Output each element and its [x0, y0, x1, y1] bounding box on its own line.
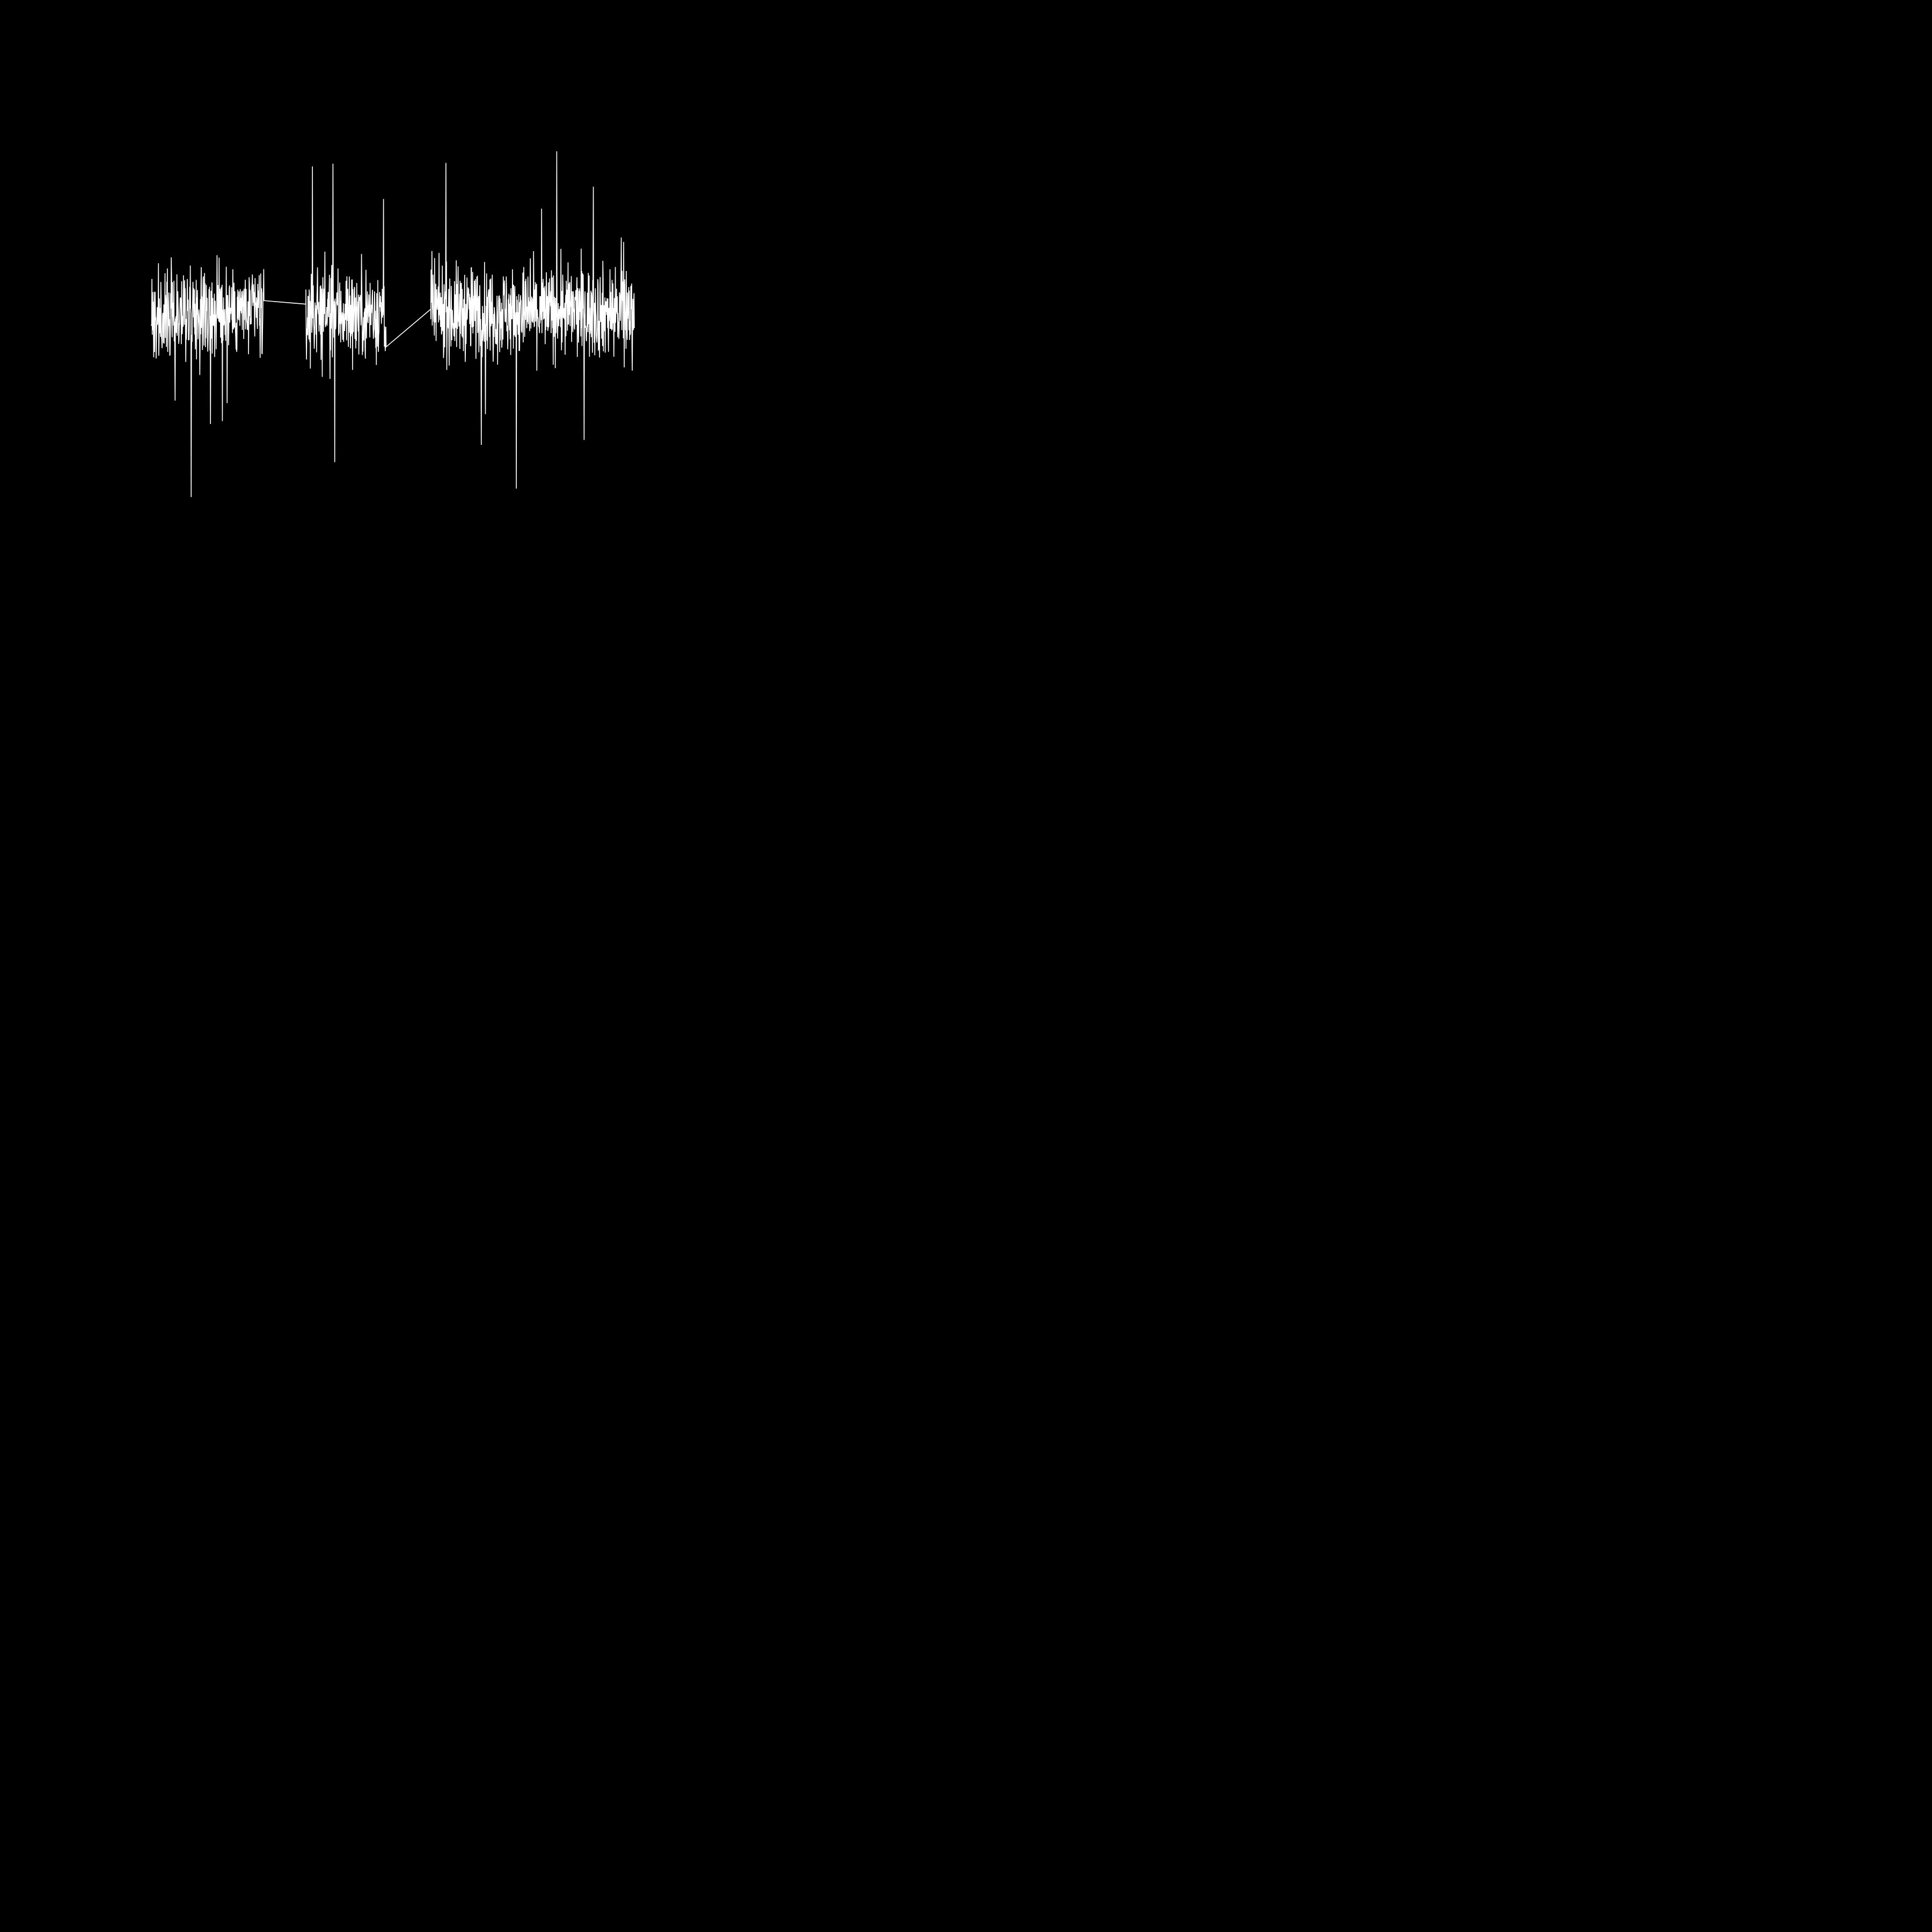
timeseries-flux-line — [151, 151, 635, 497]
